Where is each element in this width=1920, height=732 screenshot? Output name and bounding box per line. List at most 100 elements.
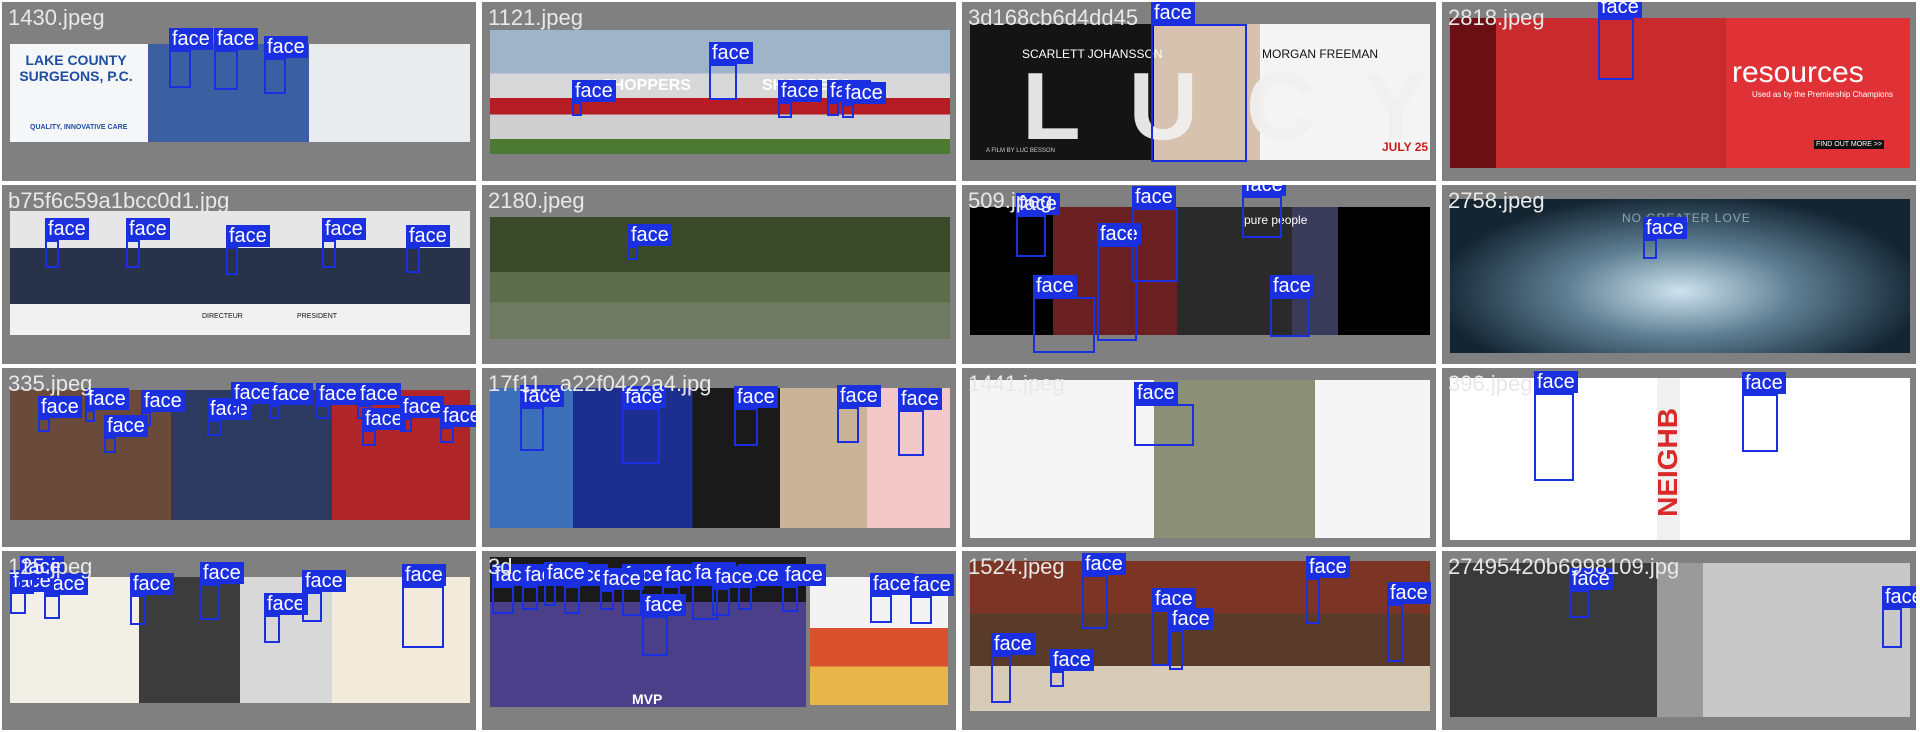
photo-text: FIND OUT MORE >> — [1814, 140, 1884, 149]
face-bounding-box: face — [316, 383, 360, 419]
image-filename: 2818.jpeg — [1448, 5, 1545, 30]
face-bounding-box: face — [709, 42, 753, 100]
face-label: face — [20, 556, 64, 578]
face-bounding-box: face — [1270, 275, 1314, 337]
face-label: face — [709, 42, 753, 64]
photo-text: MVP — [632, 691, 663, 707]
image-tile: NEIGHB face face 396.jpeg — [1442, 368, 1916, 547]
face-label: face — [778, 80, 822, 102]
face-bounding-box: face — [572, 80, 616, 116]
face-label: face — [870, 573, 914, 595]
image-filename: 27495420b6998109.jpg — [1448, 554, 1680, 579]
face-label: face — [600, 568, 644, 590]
face-label: face — [362, 408, 406, 430]
face-bounding-box: face — [1742, 372, 1786, 452]
face-label: face — [302, 570, 346, 592]
image-tile: resources Used as by the Premiership Cham… — [1442, 2, 1916, 181]
face-bounding-box: face — [1082, 553, 1126, 629]
face-bounding-box: face — [642, 594, 686, 656]
face-label: face — [214, 28, 258, 50]
face-bounding-box: face — [104, 415, 148, 453]
face-label: face — [898, 388, 942, 410]
face-label: face — [910, 574, 954, 596]
face-bounding-box: face — [1598, 2, 1642, 80]
face-bounding-box: face — [264, 593, 308, 643]
photo — [1450, 378, 1910, 540]
face-bounding-box: face — [45, 218, 89, 268]
face-label: face — [200, 562, 244, 584]
face-bounding-box: face — [264, 36, 308, 94]
face-bounding-box: face — [712, 566, 756, 616]
face-bounding-box: face — [544, 562, 588, 606]
face-bounding-box: face — [226, 225, 270, 275]
face-bounding-box: face — [1882, 586, 1916, 648]
face-label: face — [842, 82, 886, 104]
photo-text: NEIGHB — [1652, 408, 1683, 517]
face-bounding-box: face — [778, 80, 822, 118]
image-tile: face 1441.jpeg — [962, 368, 1436, 547]
face-bounding-box: face — [10, 570, 54, 614]
face-bounding-box: face — [734, 386, 778, 446]
photo-text: Used as by the Premiership Champions — [1752, 90, 1893, 99]
face-label: face — [357, 383, 401, 405]
face-bounding-box: face — [1151, 2, 1247, 162]
face-bounding-box: face — [44, 573, 88, 619]
face-label: face — [837, 385, 881, 407]
image-filename: 125.jpeg — [8, 554, 93, 579]
image-filename: 2180.jpeg — [488, 188, 585, 213]
face-bounding-box: face — [898, 388, 942, 456]
face-label: face — [712, 566, 756, 588]
face-label: face — [44, 573, 88, 595]
photo-text: DIRECTEUR — [202, 313, 243, 320]
face-bounding-box: face — [302, 570, 346, 622]
face-label: face — [1306, 556, 1350, 578]
face-bounding-box: face — [738, 564, 782, 610]
face-bounding-box: face — [827, 80, 871, 116]
face-label: face — [1151, 2, 1195, 24]
face-bounding-box: face — [440, 405, 476, 443]
image-tile: MVP face face face face face face face face face f… — [482, 551, 956, 730]
photo — [10, 577, 470, 703]
face-label: face — [1569, 568, 1613, 590]
face-label: face — [406, 225, 450, 247]
face-bounding-box: face — [406, 225, 450, 273]
face-label: face — [1050, 649, 1094, 671]
image-filename: 1121.jpeg — [488, 5, 584, 30]
face-label: face — [231, 382, 275, 404]
image-filename: 335.jpeg — [8, 371, 93, 396]
face-label: face — [1387, 582, 1431, 604]
image-filename: 17f11...a22f0422a4.jpg — [488, 371, 712, 396]
face-bounding-box: face — [126, 218, 170, 268]
face-bounding-box: face — [520, 385, 564, 451]
image-tile: DIRECTEUR PRESIDENT face face face face face b7… — [2, 185, 476, 364]
face-bounding-box: face — [837, 385, 881, 443]
face-label: face — [126, 218, 170, 240]
face-bounding-box: face — [169, 28, 213, 88]
face-bounding-box: face — [1132, 186, 1178, 282]
face-label: face — [1242, 185, 1286, 196]
face-bounding-box: face — [522, 564, 566, 610]
photo — [970, 207, 1430, 335]
face-label: face — [1097, 223, 1141, 245]
face-bounding-box: face — [622, 386, 666, 464]
face-bounding-box: face — [564, 564, 608, 614]
face-label: face — [1643, 217, 1687, 239]
image-filename: 3d168cb6d4dd45 — [968, 5, 1139, 30]
face-label: face — [1169, 608, 1213, 630]
face-bounding-box: face — [141, 390, 185, 426]
face-bounding-box: face — [1242, 185, 1286, 238]
face-bounding-box: face — [207, 398, 251, 436]
face-bounding-box: face — [1016, 193, 1060, 257]
face-label: face — [1082, 553, 1126, 575]
face-bounding-box: face — [322, 218, 366, 268]
face-label: face — [1270, 275, 1314, 297]
face-label: face — [1033, 275, 1077, 297]
face-label: face — [1134, 382, 1178, 404]
face-label: face — [322, 218, 366, 240]
face-bounding-box: face — [492, 564, 536, 614]
face-label: face — [264, 593, 308, 615]
face-label: face — [141, 390, 185, 412]
face-bounding-box: face — [842, 82, 886, 118]
